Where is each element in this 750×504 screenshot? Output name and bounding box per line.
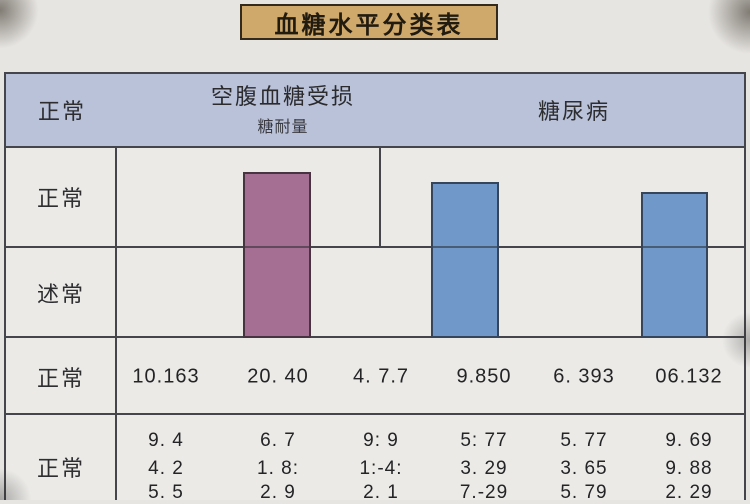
header-ifg-line2: 糖耐量 bbox=[257, 119, 309, 136]
value-cell: 9: 9 bbox=[363, 430, 399, 451]
row4-label: 正常 bbox=[36, 456, 86, 481]
bar-grid-cross-line bbox=[643, 246, 706, 248]
value-cell: 1:-4: bbox=[359, 458, 403, 479]
grid-line-row1-divider bbox=[379, 146, 381, 248]
row1-label: 正常 bbox=[36, 186, 86, 211]
header-cell-diabetes: 糖尿病 bbox=[537, 99, 611, 124]
value-cell: 4. 7.7 bbox=[352, 365, 410, 388]
row3-label: 正常 bbox=[36, 366, 86, 391]
page-title: 血糖水平分类表 bbox=[240, 4, 498, 40]
value-cell: 9. 69 bbox=[665, 430, 713, 451]
value-cell: 6. 7 bbox=[260, 430, 296, 451]
header-cell-impaired-fasting-glucose: 空腹血糖受损 糖耐量 bbox=[211, 79, 355, 137]
value-cell: 2. 9 bbox=[260, 482, 296, 503]
value-cell: 2. 29 bbox=[665, 482, 713, 503]
value-cell: 3. 65 bbox=[560, 458, 608, 479]
value-cell: 9. 4 bbox=[148, 430, 184, 451]
page-title-text: 血糖水平分类表 bbox=[274, 11, 464, 39]
value-cell: 2. 1 bbox=[363, 482, 399, 503]
value-cell: 20. 40 bbox=[247, 365, 309, 388]
bar-grid-cross-line bbox=[245, 246, 309, 248]
grid-line-label-column bbox=[115, 146, 117, 500]
value-cell: 9. 88 bbox=[665, 458, 713, 479]
glucose-classification-table: 正常 空腹血糖受损 糖耐量 糖尿病 正常 述常 正常 正常 10.163 20.… bbox=[4, 72, 746, 503]
value-cell: 10.163 bbox=[132, 365, 200, 388]
value-cell: 7.-29 bbox=[459, 482, 509, 503]
value-cell: 5: 77 bbox=[460, 430, 508, 451]
value-cell: 4. 2 bbox=[148, 458, 184, 479]
value-cell: 5. 79 bbox=[560, 482, 608, 503]
diabetes-bar-left bbox=[431, 182, 499, 338]
value-cell: 06.132 bbox=[655, 365, 723, 388]
value-cell: 9.850 bbox=[456, 365, 512, 388]
header-cell-normal: 正常 bbox=[37, 99, 87, 124]
value-cell: 5. 5 bbox=[148, 482, 184, 503]
row2-label: 述常 bbox=[36, 282, 86, 307]
header-ifg-line1: 空腹血糖受损 bbox=[210, 84, 356, 109]
diabetes-bar-right bbox=[641, 192, 708, 338]
value-cell: 6. 393 bbox=[553, 365, 615, 388]
value-cell: 5. 77 bbox=[560, 430, 608, 451]
impaired-fasting-glucose-bar bbox=[243, 172, 311, 338]
bar-grid-cross-line bbox=[433, 246, 497, 248]
value-cell: 1. 8: bbox=[257, 458, 299, 479]
value-cell: 3. 29 bbox=[460, 458, 508, 479]
table-header-row bbox=[6, 74, 744, 146]
